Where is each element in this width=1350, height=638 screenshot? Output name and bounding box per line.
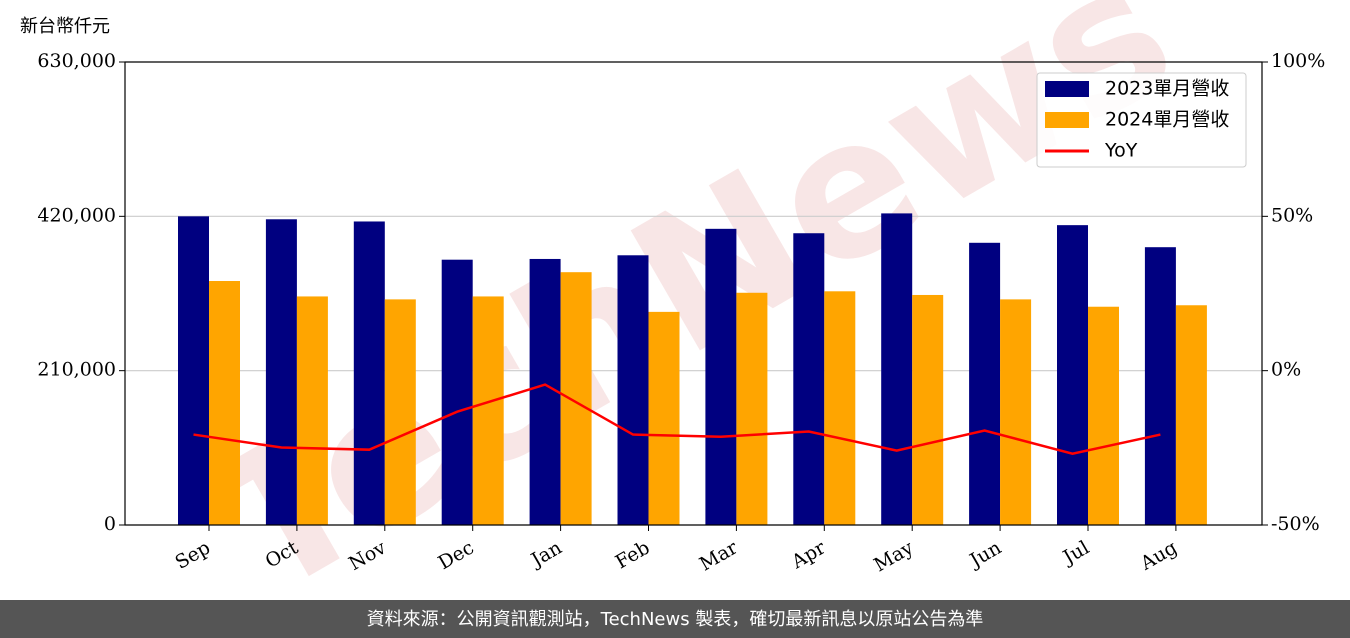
bar	[384, 299, 416, 525]
line	[193, 383, 1161, 455]
legend-label: YoY	[1104, 140, 1138, 162]
x-tick-label: Aug	[1136, 537, 1181, 576]
bar	[472, 296, 504, 525]
legend-swatch	[1045, 81, 1089, 97]
bar	[793, 233, 825, 525]
footer-band	[0, 600, 1350, 638]
bar	[617, 255, 649, 526]
bar	[824, 291, 856, 525]
legend-swatch	[1045, 112, 1089, 128]
y2-tick-label: 50%	[1271, 204, 1313, 226]
legend-box	[1036, 72, 1247, 168]
y2-tick-label: 100%	[1271, 50, 1325, 72]
bar	[353, 221, 385, 525]
bar	[296, 296, 328, 525]
y-tick-label: 0	[104, 513, 116, 535]
x-tick-label: Mar	[696, 536, 742, 575]
y-tick-label: 210,000	[37, 359, 116, 381]
bar	[1144, 247, 1176, 525]
x-tick-label: Jan	[526, 537, 566, 573]
x-tick-label: Jul	[1058, 537, 1093, 570]
bar	[441, 259, 473, 525]
y2-tick-label: -50%	[1271, 513, 1320, 535]
bar	[1088, 306, 1119, 525]
bar	[1175, 305, 1207, 525]
footer: 資料來源：公開資訊觀測站，TechNews 製表，確切最新訊息以原站公告為準	[367, 609, 984, 630]
bar	[560, 272, 592, 525]
y-tick-label: 630,000	[37, 50, 116, 72]
legend-label: 2024單月營收	[1105, 109, 1229, 131]
y2-tick-label: 0%	[1271, 359, 1301, 381]
x-tick-label: Sep	[171, 537, 214, 574]
bar	[912, 294, 944, 525]
x-tick-label: Jun	[965, 537, 1006, 573]
bar	[529, 258, 561, 525]
y-tick-label: 420,000	[37, 204, 116, 226]
bar	[736, 292, 768, 525]
bar	[209, 281, 240, 525]
bar	[1057, 225, 1088, 525]
bar	[648, 311, 680, 525]
y-axis-label: 新台幣仟元	[20, 16, 110, 37]
x-tick-label: May	[870, 536, 917, 576]
bar	[265, 219, 297, 525]
x-tick-label: Feb	[612, 537, 654, 574]
x-tick-label: Apr	[787, 536, 830, 573]
bar	[969, 242, 1001, 526]
bar	[1000, 299, 1032, 525]
bar	[178, 216, 209, 526]
bar	[705, 228, 737, 526]
bar	[881, 213, 913, 525]
plot-frame	[124, 61, 1263, 526]
legend-label: 2023單月營收	[1105, 78, 1229, 100]
